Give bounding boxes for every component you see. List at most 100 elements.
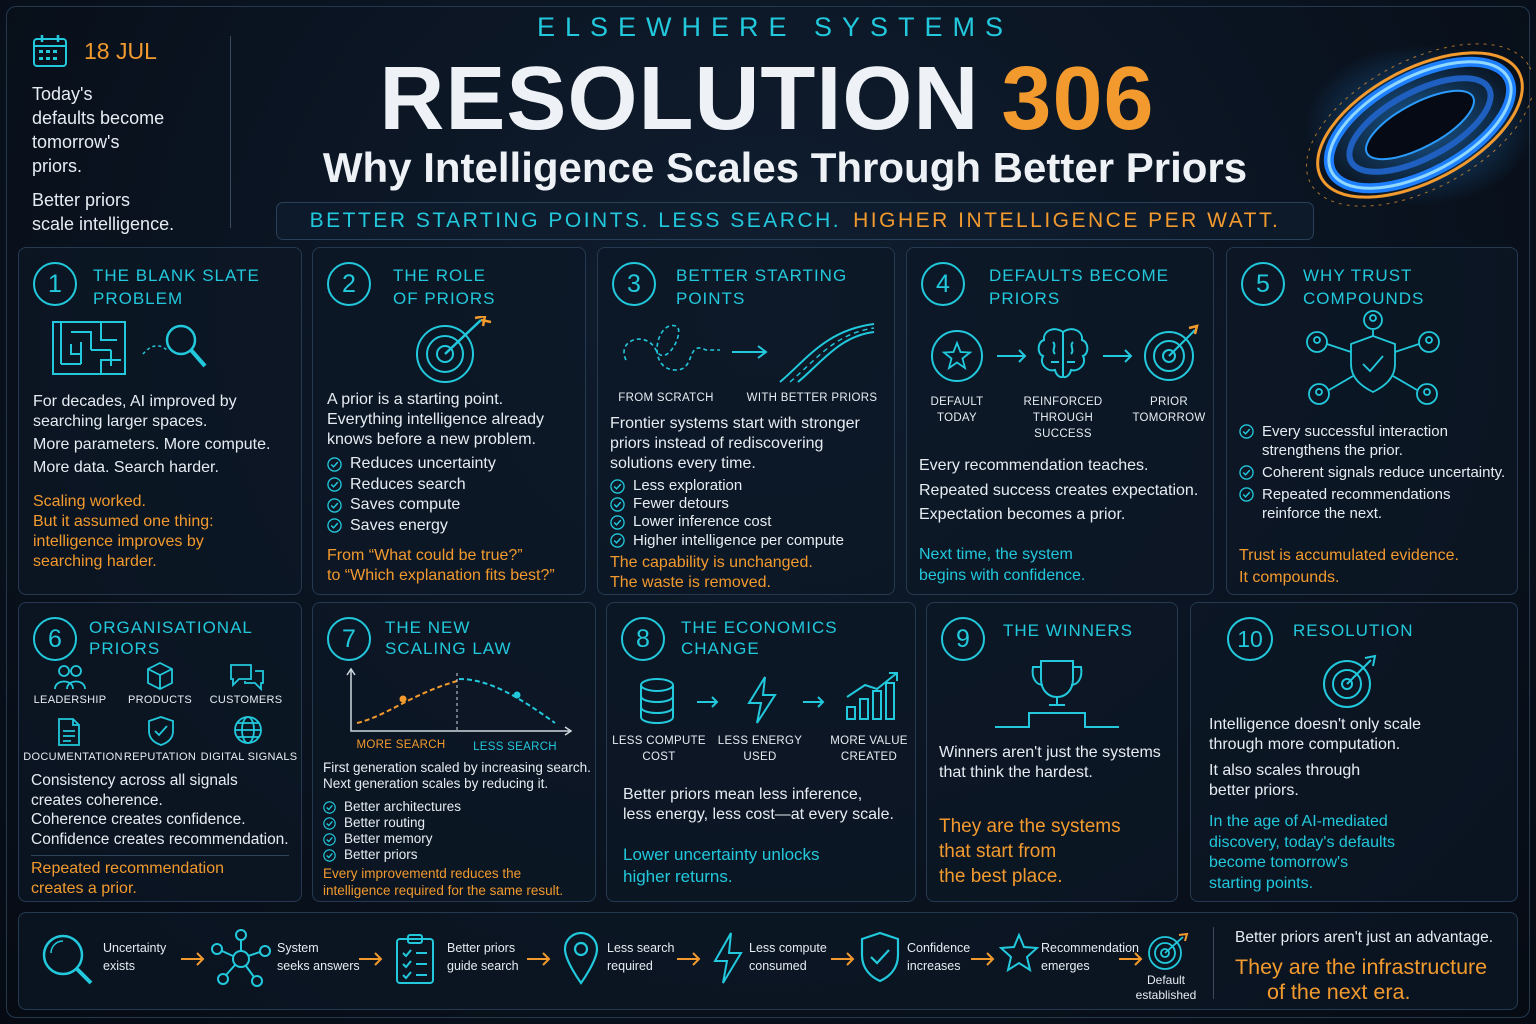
portal-ring-icon (1305, 43, 1532, 207)
arrow-right-icon (527, 952, 551, 966)
card-winners: 9 THE WINNERS Winners aren't just the sy… (926, 602, 1178, 902)
quote-accent: scale intelligence. (32, 214, 175, 234)
check-circle-icon (327, 518, 342, 533)
arrow-right-icon (971, 952, 995, 966)
card-body: For decades, AI improved by searching la… (33, 393, 271, 476)
card-number: 2 (327, 262, 371, 306)
card-defaults-become-priors: 4 DEFAULTS BECOME PRIORS DEFAULT TODAY REI… (906, 247, 1214, 595)
check-circle-icon (610, 478, 625, 494)
magnifier-icon (42, 934, 93, 985)
card-number: 4 (921, 262, 965, 306)
location-pin-icon (563, 931, 599, 985)
check-circle-icon (610, 515, 625, 530)
check-circle-icon (323, 832, 336, 846)
card-why-trust-compounds: 5 WHY TRUST COMPOUNDS Every successful in… (1226, 247, 1518, 595)
check-item: Better memory (323, 831, 593, 847)
card-resolution: 10 RESOLUTION Intelligence doesn't only … (1190, 602, 1518, 902)
label-less-search: LESS SEARCH (473, 741, 557, 753)
quote-line: tomorrow's (32, 132, 120, 152)
card-title: THE BLANK SLATE PROBLEM (93, 266, 260, 308)
shield-check-icon (148, 716, 174, 746)
arrow-right-icon (1103, 349, 1133, 363)
label-more-search: MORE SEARCH (356, 739, 446, 751)
brain-icon (1037, 328, 1089, 379)
check-circle-icon (323, 816, 336, 830)
card-economics-change: 8 THE ECONOMICS CHANGE LESS COMPUTE COST L… (606, 602, 916, 902)
flow-closing: Better priors aren't just an advantage. … (1235, 929, 1493, 1004)
box-icon (147, 661, 173, 691)
check-list: Better architectures Better routing Bett… (323, 799, 593, 863)
card-number: 7 (327, 617, 371, 661)
card-body: Intelligence doesn't only scale through … (1209, 716, 1422, 753)
flow-step-label: Recommendation emerges (1041, 941, 1139, 973)
page-title: RESOLUTION 306 (322, 48, 1212, 151)
arrow-right-icon (359, 952, 383, 966)
check-circle-icon (610, 533, 625, 548)
check-list: Every successful interaction strengthens … (1239, 422, 1515, 523)
check-item: Less exploration (610, 477, 894, 495)
check-circle-icon (327, 477, 342, 492)
card-highlight: The capability is unchanged. The waste i… (610, 554, 813, 591)
card-body: First generation scaled by increasing se… (323, 760, 591, 791)
card-body: Every recommendation teaches. Repeated s… (919, 457, 1199, 523)
card-closing: In the age of AI-mediated discovery, tod… (1209, 813, 1395, 892)
card-number: 1 (33, 262, 77, 306)
target-icon (1148, 933, 1189, 970)
flow-step-label: Uncertainty exists (103, 941, 167, 973)
header-quote: 18 JUL Today's defaults become tomorrow'… (32, 34, 232, 236)
card-title: BETTER STARTING POINTS (676, 266, 848, 308)
trophy-icon (995, 660, 1119, 728)
quote-line: Today's (32, 84, 93, 104)
tagline-orange: HIGHER INTELLIGENCE PER WATT. (853, 209, 1281, 232)
card-title: ORGANISATIONAL PRIORS (89, 618, 253, 658)
star-icon (999, 933, 1039, 973)
check-list: Less exploration Fewer detours Lower inf… (610, 477, 894, 550)
target-icon (1144, 324, 1199, 381)
shield-check-icon (860, 931, 900, 983)
label-default-today: DEFAULT TODAY (930, 396, 984, 424)
label-documentation: DOCUMENTATION (23, 751, 123, 763)
path-comparison-icon (623, 323, 875, 383)
growth-chart-icon (846, 672, 898, 720)
page-subtitle: Why Intelligence Scales Through Better P… (322, 144, 1248, 191)
flow-divider (1213, 927, 1214, 999)
shield-network-icon (1306, 310, 1440, 405)
label-products: PRODUCTS (127, 694, 193, 706)
card-closing: Lower uncertainty unlocks higher returns… (623, 845, 820, 886)
arrow-right-icon (1119, 952, 1143, 966)
card-number: 9 (941, 617, 985, 661)
card-title: THE ECONOMICS CHANGE (681, 618, 838, 658)
card-highlight: From “What could be true?” to “Which exp… (327, 547, 555, 584)
card-title: WHY TRUST COMPOUNDS (1303, 266, 1425, 308)
target-icon (416, 316, 492, 383)
card-title: RESOLUTION (1293, 621, 1414, 640)
flow-step-label: Better priors guide search (447, 941, 519, 973)
flow-step-label: Confidence increases (907, 941, 971, 973)
card-title: DEFAULTS BECOME PRIORS (989, 266, 1169, 308)
check-item: Saves energy (327, 516, 581, 537)
arrow-right-icon (677, 952, 701, 966)
card-number: 6 (33, 617, 77, 661)
lightning-icon (713, 932, 743, 984)
check-circle-icon (327, 498, 342, 513)
quote-line: Better priors (32, 190, 131, 210)
check-item: Every successful interaction strengthens … (1239, 422, 1515, 460)
check-circle-icon (1239, 487, 1254, 502)
check-item: Better routing (323, 815, 593, 831)
process-flow: Uncertainty exists System seeks answers Be… (18, 912, 1518, 1010)
card-highlight: Scaling worked. But it assumed one thing… (33, 493, 214, 570)
card-body: Frontier systems start with stronger pri… (610, 415, 860, 472)
check-item: Lower inference cost (610, 513, 894, 531)
check-circle-icon (1239, 465, 1254, 480)
database-icon (640, 678, 674, 724)
card-highlight: Repeated recommendation creates a prior. (31, 860, 225, 897)
label-leadership: LEADERSHIP (33, 694, 107, 706)
label-reputation: REPUTATION (123, 751, 197, 763)
check-circle-icon (327, 457, 342, 472)
card-better-starting-points: 3 BETTER STARTING POINTS FROM SCRATCH WIT… (597, 247, 895, 595)
header-divider (230, 36, 231, 228)
scaling-curve-chart (346, 667, 573, 736)
card-highlight: Every improvementd reduces the intellige… (323, 866, 564, 898)
checklist-icon (396, 934, 434, 984)
check-circle-icon (323, 848, 336, 862)
